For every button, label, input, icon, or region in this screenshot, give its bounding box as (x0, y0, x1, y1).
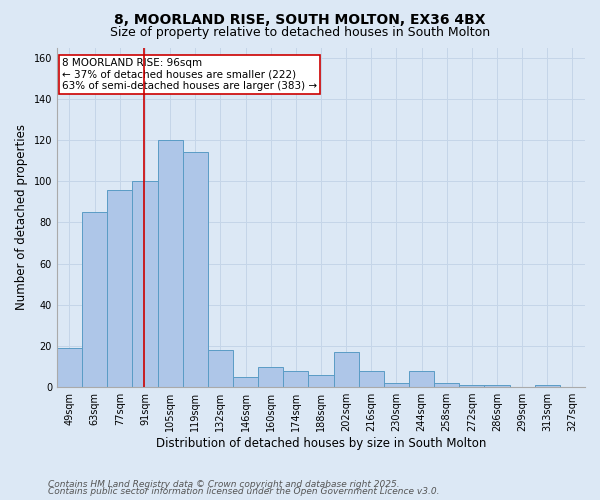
Bar (208, 350, 233, 387)
Bar (133, 182, 158, 387)
Bar (258, 366, 283, 387)
Bar (283, 370, 308, 387)
Text: 8 MOORLAND RISE: 96sqm
← 37% of detached houses are smaller (222)
63% of semi-de: 8 MOORLAND RISE: 96sqm ← 37% of detached… (62, 58, 317, 91)
Bar (484, 385, 509, 387)
Bar (334, 352, 359, 387)
Bar (409, 370, 434, 387)
Bar (535, 385, 560, 387)
Text: Size of property relative to detached houses in South Molton: Size of property relative to detached ho… (110, 26, 490, 39)
Y-axis label: Number of detached properties: Number of detached properties (15, 124, 28, 310)
Text: Contains public sector information licensed under the Open Government Licence v3: Contains public sector information licen… (48, 488, 439, 496)
Bar (359, 370, 384, 387)
Bar (57, 348, 82, 387)
Bar (459, 385, 484, 387)
Text: 8, MOORLAND RISE, SOUTH MOLTON, EX36 4BX: 8, MOORLAND RISE, SOUTH MOLTON, EX36 4BX (114, 12, 486, 26)
Bar (233, 377, 258, 387)
Bar (182, 152, 208, 387)
Text: Contains HM Land Registry data © Crown copyright and database right 2025.: Contains HM Land Registry data © Crown c… (48, 480, 400, 489)
Bar (82, 212, 107, 387)
Bar (434, 383, 459, 387)
Bar (384, 383, 409, 387)
Bar (158, 140, 182, 387)
X-axis label: Distribution of detached houses by size in South Molton: Distribution of detached houses by size … (156, 437, 486, 450)
Bar (308, 374, 334, 387)
Bar (107, 190, 133, 387)
